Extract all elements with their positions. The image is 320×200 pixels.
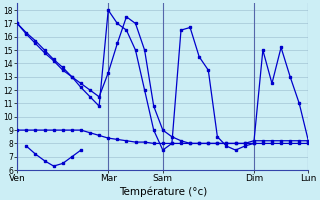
X-axis label: Température (°c): Température (°c)	[119, 186, 207, 197]
